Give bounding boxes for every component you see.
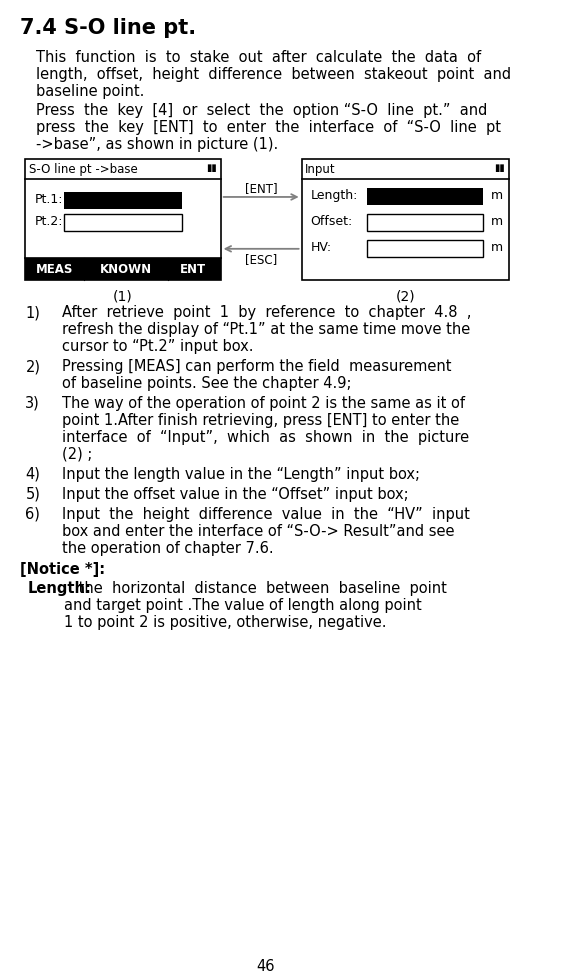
Text: ->base”, as shown in picture (1).: ->base”, as shown in picture (1). (36, 137, 279, 151)
Text: Input the length value in the “Length” input box;: Input the length value in the “Length” i… (62, 466, 420, 482)
Text: 6): 6) (26, 506, 40, 521)
Text: 46: 46 (256, 958, 274, 973)
Text: Input the offset value in the “Offset” input box;: Input the offset value in the “Offset” i… (62, 487, 408, 501)
Text: (1): (1) (113, 289, 133, 303)
Text: the  horizontal  distance  between  baseline  point: the horizontal distance between baseline… (75, 580, 447, 596)
Text: m: m (491, 241, 503, 254)
Text: 3): 3) (26, 396, 40, 410)
Text: of baseline points. See the chapter 4.9;: of baseline points. See the chapter 4.9; (62, 375, 351, 391)
Text: KNOWN: KNOWN (100, 263, 152, 276)
Bar (26, 159, 221, 281)
Text: m: m (491, 190, 503, 202)
Bar (26, 259, 221, 281)
Bar (367, 190, 483, 206)
Bar (301, 159, 509, 281)
Text: Input  the  height  difference  value  in  the  “HV”  input: Input the height difference value in the… (62, 506, 470, 521)
Text: interface  of  “Input”,  which  as  shown  in  the  picture: interface of “Input”, which as shown in … (62, 429, 469, 445)
Text: press  the  key  [ENT]  to  enter  the  interface  of  “S-O  line  pt: press the key [ENT] to enter the interfa… (36, 119, 501, 135)
Text: Input: Input (305, 162, 336, 176)
Text: the operation of chapter 7.6.: the operation of chapter 7.6. (62, 540, 273, 555)
Text: This  function  is  to  stake  out  after  calculate  the  data  of: This function is to stake out after calc… (36, 50, 481, 64)
Text: [Notice *]:: [Notice *]: (20, 562, 105, 576)
Text: 7.4 S-O line pt.: 7.4 S-O line pt. (20, 18, 196, 38)
Text: baseline point.: baseline point. (36, 84, 145, 99)
Text: Offset:: Offset: (311, 215, 353, 229)
Text: Pressing [MEAS] can perform the field  measurement: Pressing [MEAS] can perform the field me… (62, 359, 451, 373)
Bar (64, 215, 182, 233)
Text: (2) ;: (2) ; (62, 446, 92, 461)
Text: [ENT]: [ENT] (245, 182, 277, 194)
Text: Press  the  key  [4]  or  select  the  option “S-O  line  pt.”  and: Press the key [4] or select the option “… (36, 103, 488, 117)
Bar (64, 193, 182, 210)
Text: cursor to “Pt.2” input box.: cursor to “Pt.2” input box. (62, 339, 253, 354)
Text: 5): 5) (26, 487, 40, 501)
Text: Pt.1:: Pt.1: (34, 193, 63, 206)
Text: ENT: ENT (180, 263, 206, 276)
Text: and target point .The value of length along point: and target point .The value of length al… (27, 598, 422, 613)
Text: m: m (491, 215, 503, 229)
Text: (2): (2) (395, 289, 415, 303)
Text: 4): 4) (26, 466, 40, 482)
Text: HV:: HV: (311, 241, 332, 254)
Text: 2): 2) (26, 359, 40, 373)
Text: MEAS: MEAS (36, 263, 74, 276)
Text: length,  offset,  height  difference  between  stakeout  point  and: length, offset, height difference betwee… (36, 66, 512, 82)
Text: point 1.After finish retrieving, press [ENT] to enter the: point 1.After finish retrieving, press [… (62, 412, 459, 427)
Text: The way of the operation of point 2 is the same as it of: The way of the operation of point 2 is t… (62, 396, 465, 410)
Text: Pt.2:: Pt.2: (34, 215, 63, 229)
Text: 1): 1) (26, 305, 40, 319)
Text: box and enter the interface of “S-O-> Result”and see: box and enter the interface of “S-O-> Re… (62, 523, 454, 538)
Text: Length:: Length: (311, 190, 358, 202)
Text: S-O line pt ->base: S-O line pt ->base (29, 162, 138, 176)
Text: After  retrieve  point  1  by  reference  to  chapter  4.8  ,: After retrieve point 1 by reference to c… (62, 305, 471, 319)
Bar (367, 215, 483, 233)
Text: refresh the display of “Pt.1” at the same time move the: refresh the display of “Pt.1” at the sam… (62, 321, 470, 337)
Text: ▮▮: ▮▮ (494, 162, 505, 172)
Text: 1 to point 2 is positive, otherwise, negative.: 1 to point 2 is positive, otherwise, neg… (27, 615, 387, 629)
Text: [ESC]: [ESC] (245, 252, 277, 266)
Text: Length:: Length: (27, 580, 91, 596)
Bar (367, 241, 483, 258)
Text: ▮▮: ▮▮ (206, 162, 217, 172)
